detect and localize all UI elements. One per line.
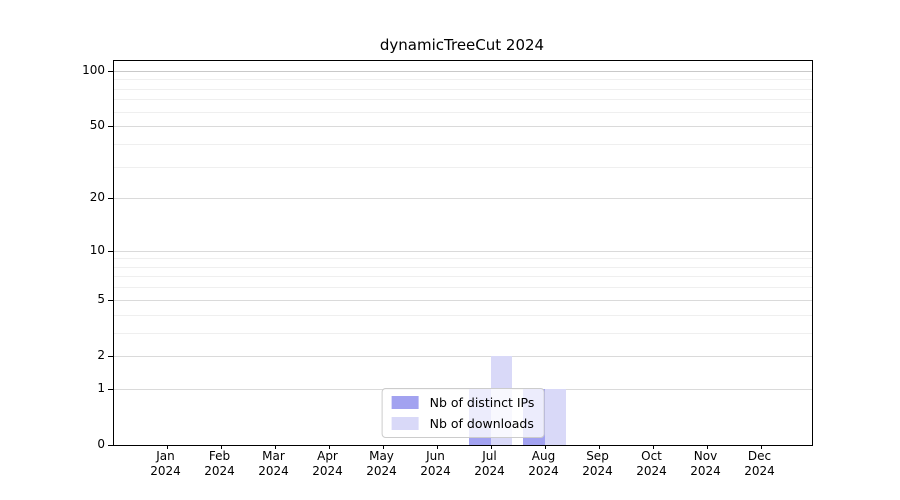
x-tick-month: Aug — [531, 449, 556, 463]
x-axis-tick-labels: Jan 2024 Feb 2024 Mar 2024 Apr 2024 May 2024 Jun 20… — [113, 449, 811, 485]
legend-swatch-distinct-ips — [391, 396, 419, 409]
x-tick-year: 2024 — [204, 464, 235, 478]
minor-gridline — [114, 143, 812, 145]
major-gridline — [114, 70, 812, 72]
x-tick-month: Feb — [208, 449, 231, 463]
minor-gridline — [114, 287, 812, 289]
x-tick-month: Nov — [693, 449, 718, 463]
y-tick-label: 2 — [97, 347, 105, 362]
y-tick-mark — [108, 126, 113, 128]
bar-downloads-aug — [544, 388, 566, 445]
x-tick-label: Aug 2024 — [512, 449, 576, 479]
minor-gridline — [114, 166, 812, 168]
minor-gridline — [114, 99, 812, 101]
x-tick-mark — [436, 445, 438, 449]
minor-gridline — [114, 79, 812, 81]
major-gridline — [114, 198, 812, 200]
x-tick-year: 2024 — [690, 464, 721, 478]
y-tick-label: 20 — [89, 190, 105, 205]
y-tick-label: 50 — [89, 118, 105, 133]
x-tick-year: 2024 — [744, 464, 775, 478]
x-tick-label: Sep 2024 — [566, 449, 630, 479]
x-tick-year: 2024 — [420, 464, 451, 478]
y-tick-label: 100 — [82, 62, 105, 77]
legend: Nb of distinct IPs Nb of downloads — [381, 388, 545, 438]
y-tick-mark — [108, 198, 113, 200]
y-tick-label: 1 — [97, 380, 105, 395]
y-tick-mark — [108, 445, 113, 447]
x-tick-label: Oct 2024 — [620, 449, 684, 479]
major-gridline — [114, 299, 812, 301]
x-tick-year: 2024 — [582, 464, 613, 478]
chart-title: dynamicTreeCut 2024 — [379, 36, 545, 54]
x-tick-mark — [652, 445, 654, 449]
minor-gridline — [114, 88, 812, 90]
major-gridline — [114, 355, 812, 357]
y-tick-label: 5 — [97, 291, 105, 306]
legend-item-distinct-ips: Nb of distinct IPs — [391, 395, 535, 410]
minor-gridline — [114, 314, 812, 316]
x-tick-mark — [328, 445, 330, 449]
y-tick-mark — [108, 250, 113, 252]
minor-gridline — [114, 111, 812, 113]
x-tick-month: Dec — [747, 449, 772, 463]
minor-gridline — [114, 266, 812, 268]
y-tick-mark — [108, 355, 113, 358]
legend-label: Nb of distinct IPs — [429, 395, 535, 410]
x-tick-month: Sep — [586, 449, 609, 463]
x-tick-mark — [544, 445, 546, 449]
x-tick-month: May — [369, 449, 394, 463]
y-tick-mark — [108, 388, 113, 390]
x-tick-year: 2024 — [528, 464, 559, 478]
y-tick-label: 10 — [89, 242, 105, 257]
x-tick-year: 2024 — [258, 464, 289, 478]
major-gridline — [114, 250, 812, 252]
x-tick-label: Jun 2024 — [404, 449, 468, 479]
x-tick-label: Mar 2024 — [242, 449, 306, 479]
x-tick-year: 2024 — [366, 464, 397, 478]
y-tick-mark — [108, 70, 113, 72]
x-tick-month: Jan — [156, 449, 175, 463]
legend-swatch-downloads — [391, 417, 419, 430]
y-tick-mark — [108, 299, 113, 301]
x-tick-mark — [598, 445, 600, 449]
y-axis-tick-labels: 0 1 2 5 10 20 50 100 — [0, 60, 105, 451]
x-tick-label: Dec 2024 — [728, 449, 792, 479]
major-gridline — [114, 126, 812, 128]
x-tick-year: 2024 — [150, 464, 181, 478]
x-tick-mark — [382, 445, 384, 449]
x-tick-mark — [166, 445, 168, 449]
x-tick-month: Oct — [641, 449, 662, 463]
x-tick-month: Mar — [262, 449, 285, 463]
x-tick-month: Jun — [426, 449, 445, 463]
x-tick-label: Apr 2024 — [296, 449, 360, 479]
legend-item-downloads: Nb of downloads — [391, 416, 535, 431]
x-tick-label: Feb 2024 — [188, 449, 252, 479]
x-tick-year: 2024 — [312, 464, 343, 478]
x-tick-label: Jul 2024 — [458, 449, 522, 479]
y-tick-label: 0 — [97, 437, 105, 451]
x-tick-month: Apr — [317, 449, 338, 463]
x-tick-mark — [490, 445, 492, 449]
x-tick-mark — [274, 445, 276, 449]
minor-gridline — [114, 332, 812, 334]
minor-gridline — [114, 276, 812, 278]
x-tick-label: May 2024 — [350, 449, 414, 479]
x-tick-mark — [760, 445, 762, 449]
legend-label: Nb of downloads — [429, 416, 534, 431]
x-tick-year: 2024 — [474, 464, 505, 478]
x-tick-mark — [220, 445, 222, 449]
x-tick-month: Jul — [482, 449, 497, 463]
x-tick-year: 2024 — [636, 464, 667, 478]
plot-area: Nb of distinct IPs Nb of downloads — [108, 60, 813, 449]
x-tick-label: Jan 2024 — [134, 449, 198, 479]
minor-gridline — [114, 258, 812, 260]
x-tick-mark — [706, 445, 708, 449]
x-tick-label: Nov 2024 — [674, 449, 738, 479]
